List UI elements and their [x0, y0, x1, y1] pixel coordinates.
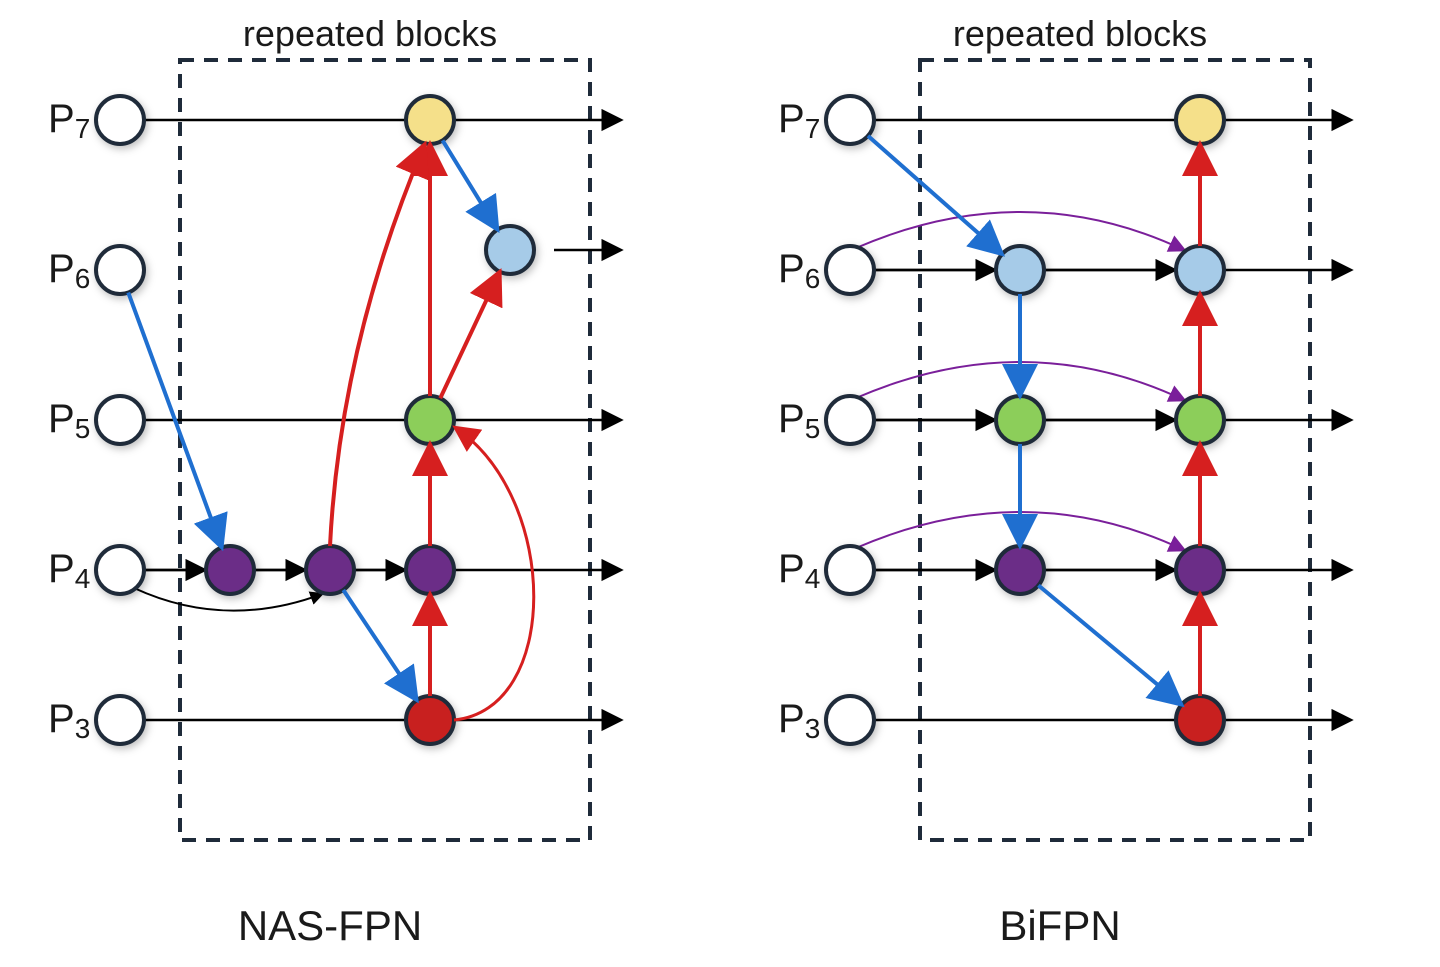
node-o5 — [1176, 396, 1224, 444]
repeated-blocks-box — [920, 60, 1310, 840]
level-label: P7 — [48, 97, 90, 144]
edge-red-loop — [454, 428, 534, 720]
node-in7 — [96, 96, 144, 144]
node-o4 — [1176, 546, 1224, 594]
figure-root: repeated blocks NAS-FPN P7 P6 P5 P4 P3 repeated… — [0, 0, 1440, 967]
repeated-blocks-box — [180, 60, 590, 840]
level-label: P6 — [48, 247, 90, 294]
node-in3 — [96, 696, 144, 744]
repeated-blocks-label: repeated blocks — [953, 13, 1207, 54]
node-b6 — [486, 226, 534, 274]
level-label: P4 — [778, 547, 820, 594]
node-o3 — [1176, 696, 1224, 744]
level-label: P7 — [778, 97, 820, 144]
level-label: P3 — [48, 697, 90, 744]
edge-blue — [1038, 585, 1180, 703]
node-in6 — [826, 246, 874, 294]
level-label: P4 — [48, 547, 90, 594]
node-p4b — [306, 546, 354, 594]
repeated-blocks-label: repeated blocks — [243, 13, 497, 54]
node-in4 — [826, 546, 874, 594]
level-label: P5 — [778, 397, 820, 444]
level-label: P5 — [48, 397, 90, 444]
node-m4 — [996, 546, 1044, 594]
node-in5 — [826, 396, 874, 444]
node-r3 — [406, 696, 454, 744]
node-o6 — [1176, 246, 1224, 294]
edge-red — [440, 274, 499, 399]
node-o7 — [1176, 96, 1224, 144]
edge-blue — [443, 140, 497, 227]
level-label: P6 — [778, 247, 820, 294]
node-g5 — [406, 396, 454, 444]
node-y7 — [406, 96, 454, 144]
edge-red — [330, 146, 424, 546]
node-m6 — [996, 246, 1044, 294]
node-p4c — [406, 546, 454, 594]
node-in3 — [826, 696, 874, 744]
node-in7 — [826, 96, 874, 144]
node-in6 — [96, 246, 144, 294]
panel-title: BiFPN — [999, 902, 1120, 949]
node-p4a — [206, 546, 254, 594]
node-in4 — [96, 546, 144, 594]
panel-title: NAS-FPN — [238, 902, 422, 949]
node-in5 — [96, 396, 144, 444]
edge-blue — [343, 590, 415, 698]
diagram-svg: repeated blocks NAS-FPN P7 P6 P5 P4 P3 repeated… — [0, 0, 1440, 967]
node-m5 — [996, 396, 1044, 444]
level-label: P3 — [778, 697, 820, 744]
